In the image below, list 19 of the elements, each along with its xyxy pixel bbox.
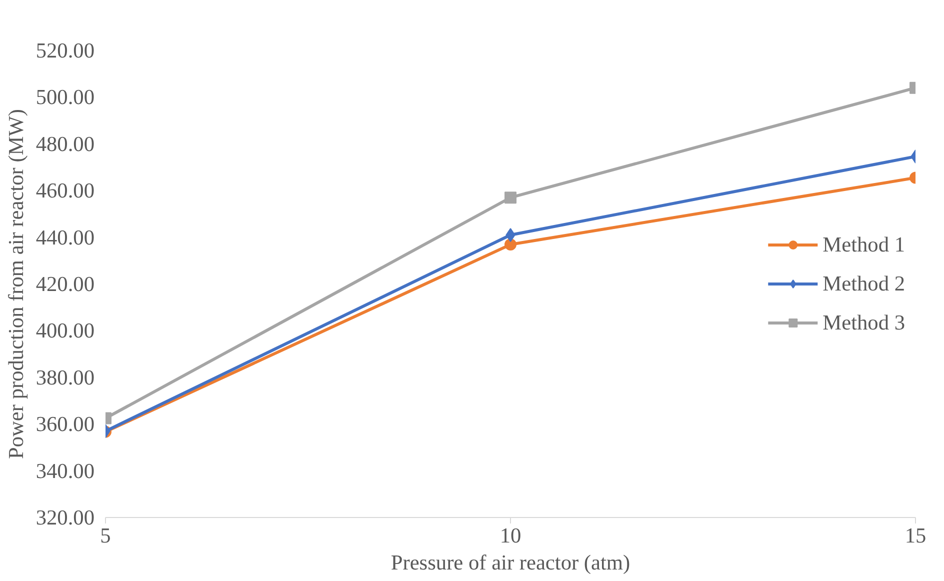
legend-label: Method 3 [822,310,905,335]
x-tick-label: 10 [500,524,522,548]
y-tick-label: 420.00 [36,272,95,296]
x-tick-label: 5 [100,524,111,548]
legend-label: Method 1 [822,232,905,257]
y-tick-label: 500.00 [36,85,95,110]
legend-label: Method 2 [822,271,905,296]
y-tick-label: 400.00 [36,318,95,343]
y-tick-label: 320.00 [36,506,95,530]
y-tick-label: 340.00 [36,458,95,483]
y-tick-label: 380.00 [36,365,95,390]
x-tick-label: 15 [904,524,926,548]
y-tick-label: 360.00 [36,412,95,436]
x-axis-title: Pressure of air reactor (atm) [390,550,630,574]
y-tick-label: 460.00 [36,178,95,203]
y-tick-label: 440.00 [36,225,95,250]
y-axis-title: Power production from air reactor (MW) [4,108,28,460]
y-tick-label: 520.00 [36,38,95,62]
y-tick-label: 480.00 [36,132,95,156]
